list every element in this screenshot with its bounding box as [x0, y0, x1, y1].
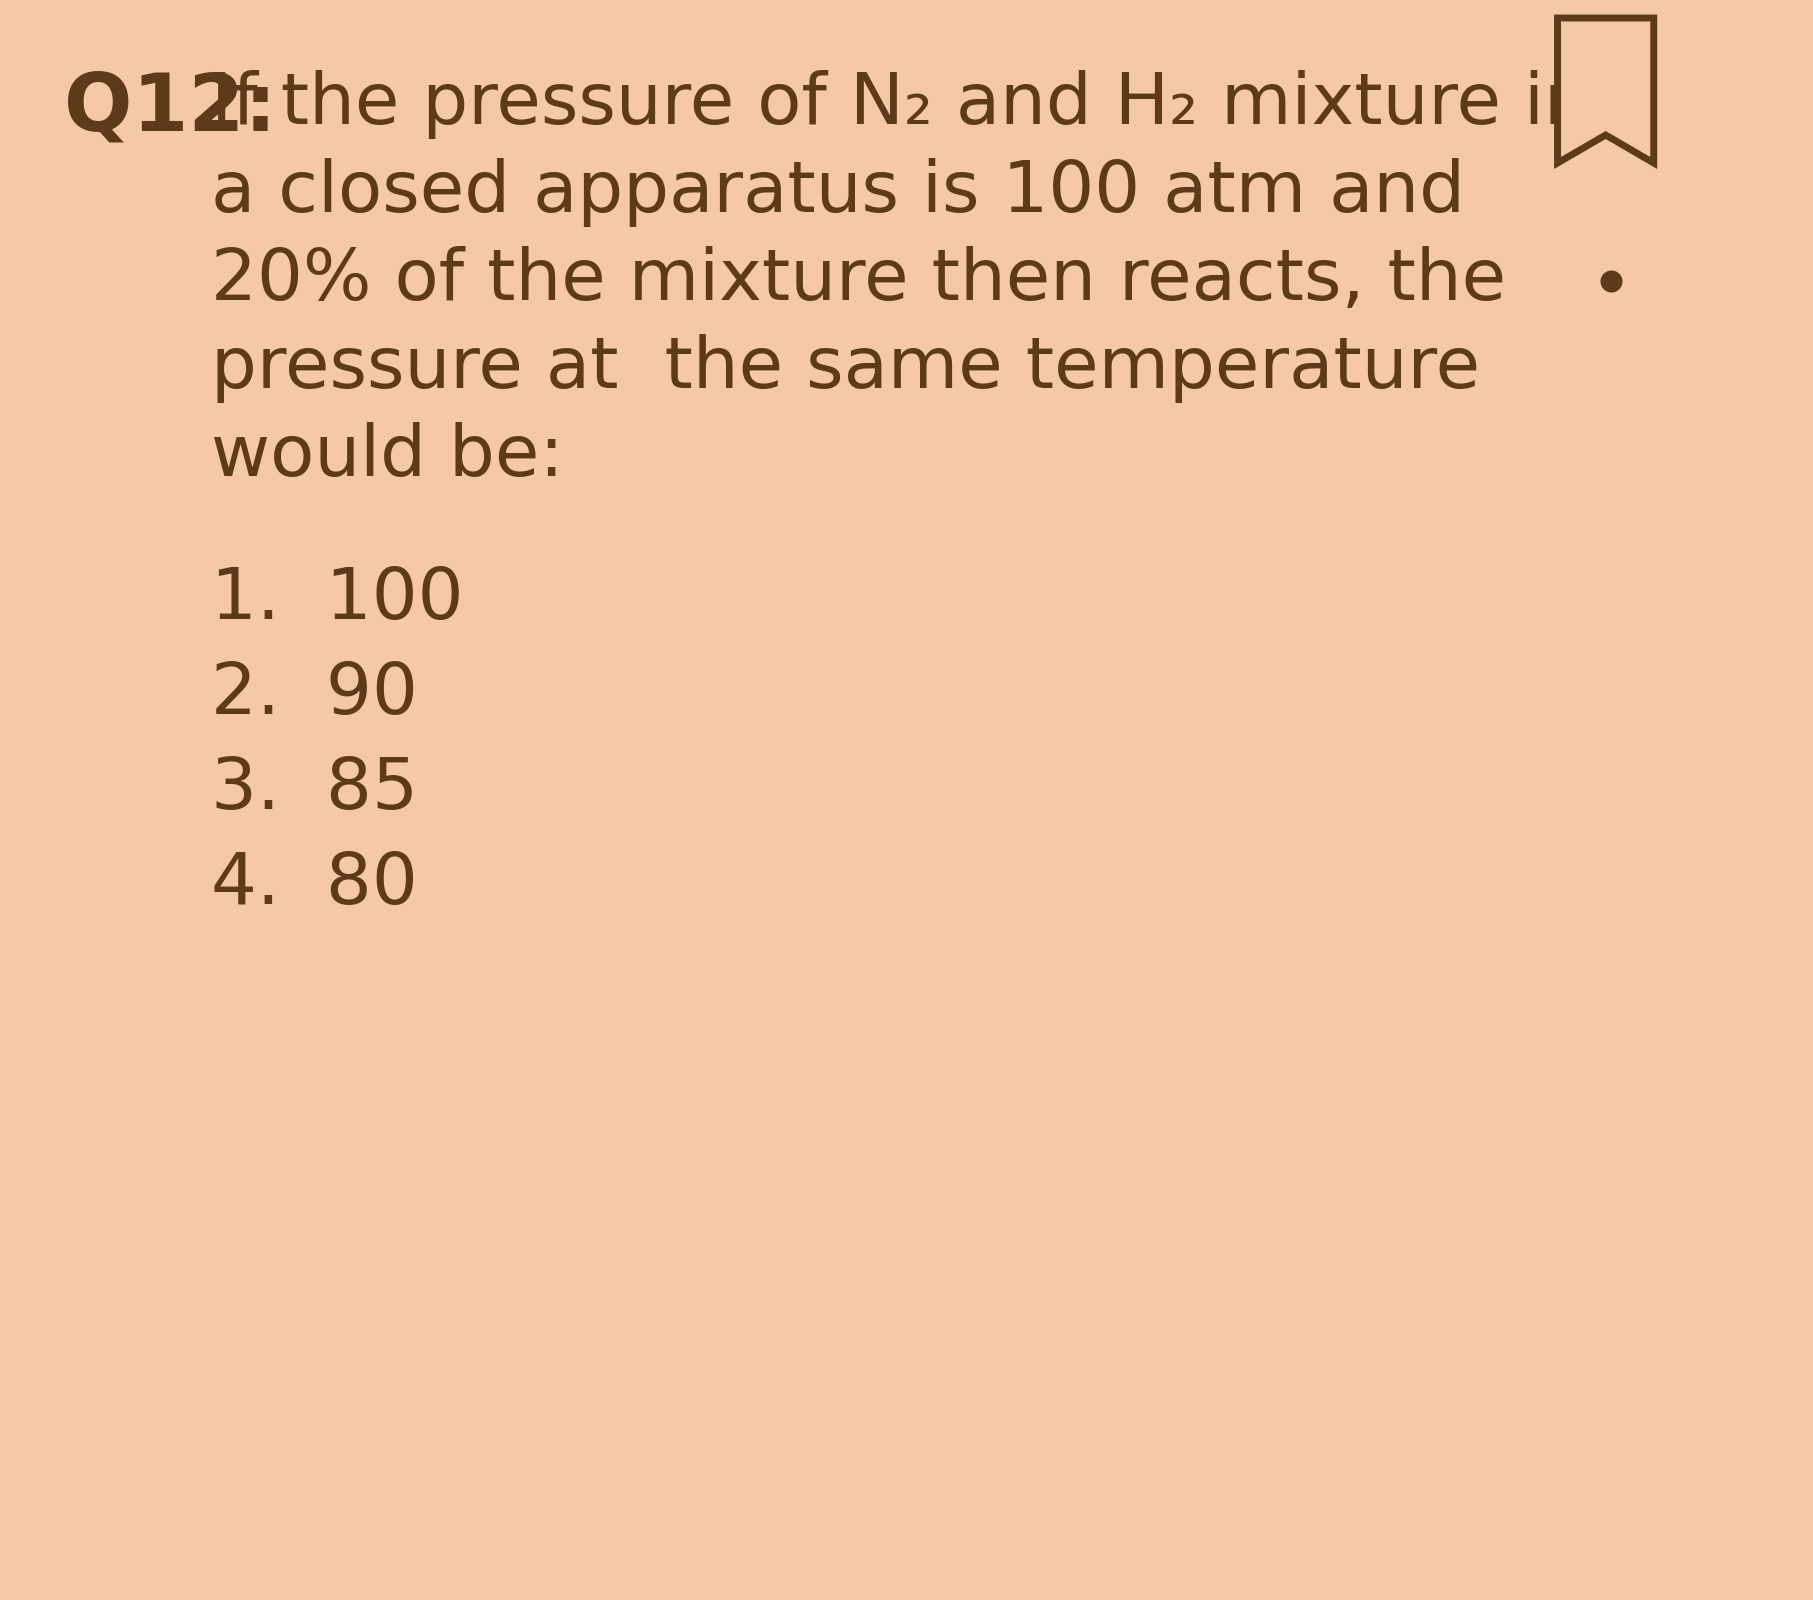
Text: 4.  80: 4. 80	[210, 850, 417, 918]
Polygon shape	[1557, 18, 1653, 163]
Text: 3.  85: 3. 85	[210, 755, 417, 824]
Text: pressure at  the same temperature: pressure at the same temperature	[210, 334, 1479, 403]
Text: would be:: would be:	[210, 422, 564, 491]
Text: 1.  100: 1. 100	[210, 565, 464, 634]
Text: 2.  90: 2. 90	[210, 659, 417, 730]
Text: If the pressure of N₂ and H₂ mixture in: If the pressure of N₂ and H₂ mixture in	[210, 70, 1590, 139]
Text: 20% of the mixture then reacts, the: 20% of the mixture then reacts, the	[210, 246, 1507, 315]
Point	[1595, 269, 1624, 294]
Text: a closed apparatus is 100 atm and: a closed apparatus is 100 atm and	[210, 158, 1465, 227]
Text: Q12:: Q12:	[63, 70, 277, 149]
